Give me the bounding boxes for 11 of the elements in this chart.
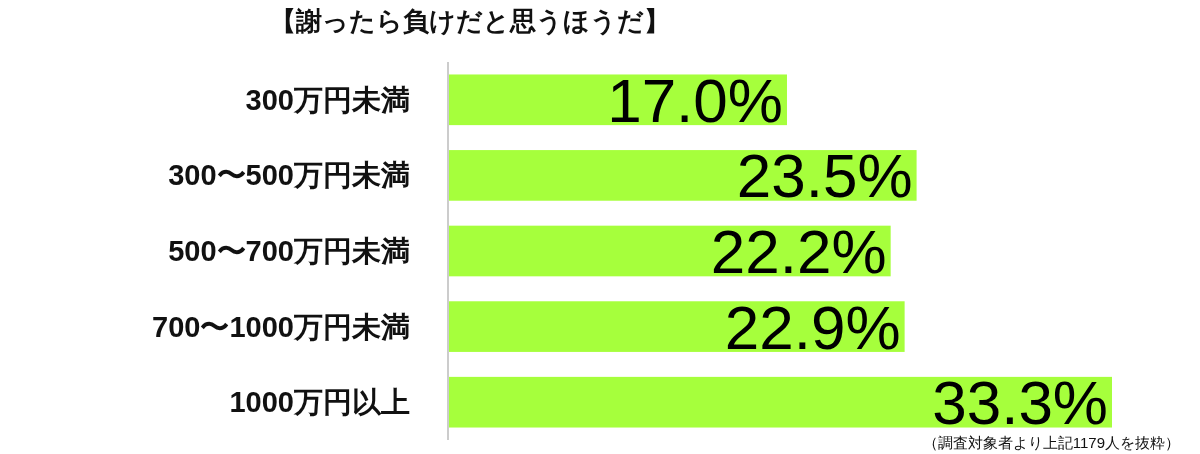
y-tick-label: 300万円未満: [245, 83, 410, 116]
data-label: 23.5%: [736, 141, 913, 211]
chart-title: 【謝ったら負けだと思うほうだ】: [270, 6, 670, 36]
data-label: 17.0%: [607, 65, 783, 135]
data-label: 22.2%: [710, 217, 887, 286]
y-tick-label: 700〜1000万円未満: [152, 310, 410, 343]
y-tick-label: 500〜700万円未満: [168, 235, 410, 267]
y-tick-label: 300〜500万円未満: [168, 159, 410, 192]
y-tick-label: 1000万円以上: [229, 386, 410, 419]
bar: [449, 376, 1112, 428]
data-label: 22.9%: [724, 292, 901, 362]
